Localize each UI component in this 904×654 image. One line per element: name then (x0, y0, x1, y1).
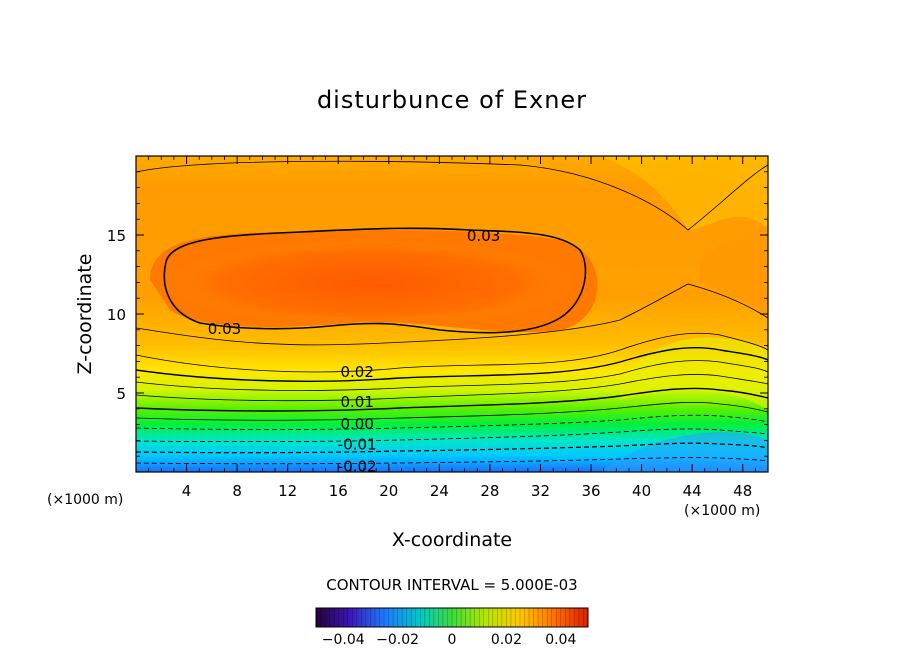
x-tick-label: 36 (581, 482, 600, 500)
x-tick-label: 44 (683, 482, 702, 500)
x-tick-label: 20 (379, 482, 398, 500)
y-tick-label: 15 (107, 227, 126, 245)
contour-label: 0.00 (340, 415, 373, 433)
x-tick-label: 4 (182, 482, 192, 500)
x-unit-label-left: (×1000 m) (47, 492, 124, 508)
colorbar: −0.04 −0.02 0 0.02 0.04 (315, 607, 589, 648)
y-axis-label: Z-coordinate (74, 254, 96, 375)
x-tick-label: 12 (278, 482, 297, 500)
x-axis-label: X-coordinate (392, 529, 512, 551)
contour-lines (136, 160, 768, 465)
colorbar-tick-label: 0 (448, 632, 457, 648)
x-tick-label: 40 (632, 482, 651, 500)
x-tick-label: 8 (232, 482, 242, 500)
colorbar-tick-label: −0.02 (376, 632, 419, 648)
chart-title: disturbunce of Exner (316, 86, 588, 114)
colorbar-tick-label: −0.04 (322, 632, 365, 648)
colorbar-stripes (320, 608, 584, 627)
contour-label: -0.01 (338, 436, 377, 454)
contour-interval-text: CONTOUR INTERVAL = 5.000E-03 (326, 576, 578, 594)
contour-label: 0.03 (208, 320, 241, 338)
colorbar-tick-label: 0.02 (491, 632, 522, 648)
contour-label: 0.03 (467, 227, 500, 245)
x-tick-label: 24 (430, 482, 449, 500)
contour-label: -0.02 (338, 458, 377, 476)
y-tick-label: 5 (116, 385, 126, 403)
x-tick-label: 16 (329, 482, 348, 500)
contour-label: 0.01 (340, 393, 373, 411)
x-unit-label-right: (×1000 m) (684, 503, 761, 519)
contour-label: 0.02 (340, 363, 373, 381)
y-tick-label: 10 (107, 306, 126, 324)
x-tick-label: 48 (733, 482, 752, 500)
x-tick-label: 32 (531, 482, 550, 500)
colorbar-tick-label: 0.04 (545, 632, 576, 648)
x-tick-label: 28 (480, 482, 499, 500)
contour-labels: 0.03 0.03 0.02 0.01 0.00 -0.01 -0.02 (208, 227, 501, 476)
contour-fill (136, 156, 768, 472)
